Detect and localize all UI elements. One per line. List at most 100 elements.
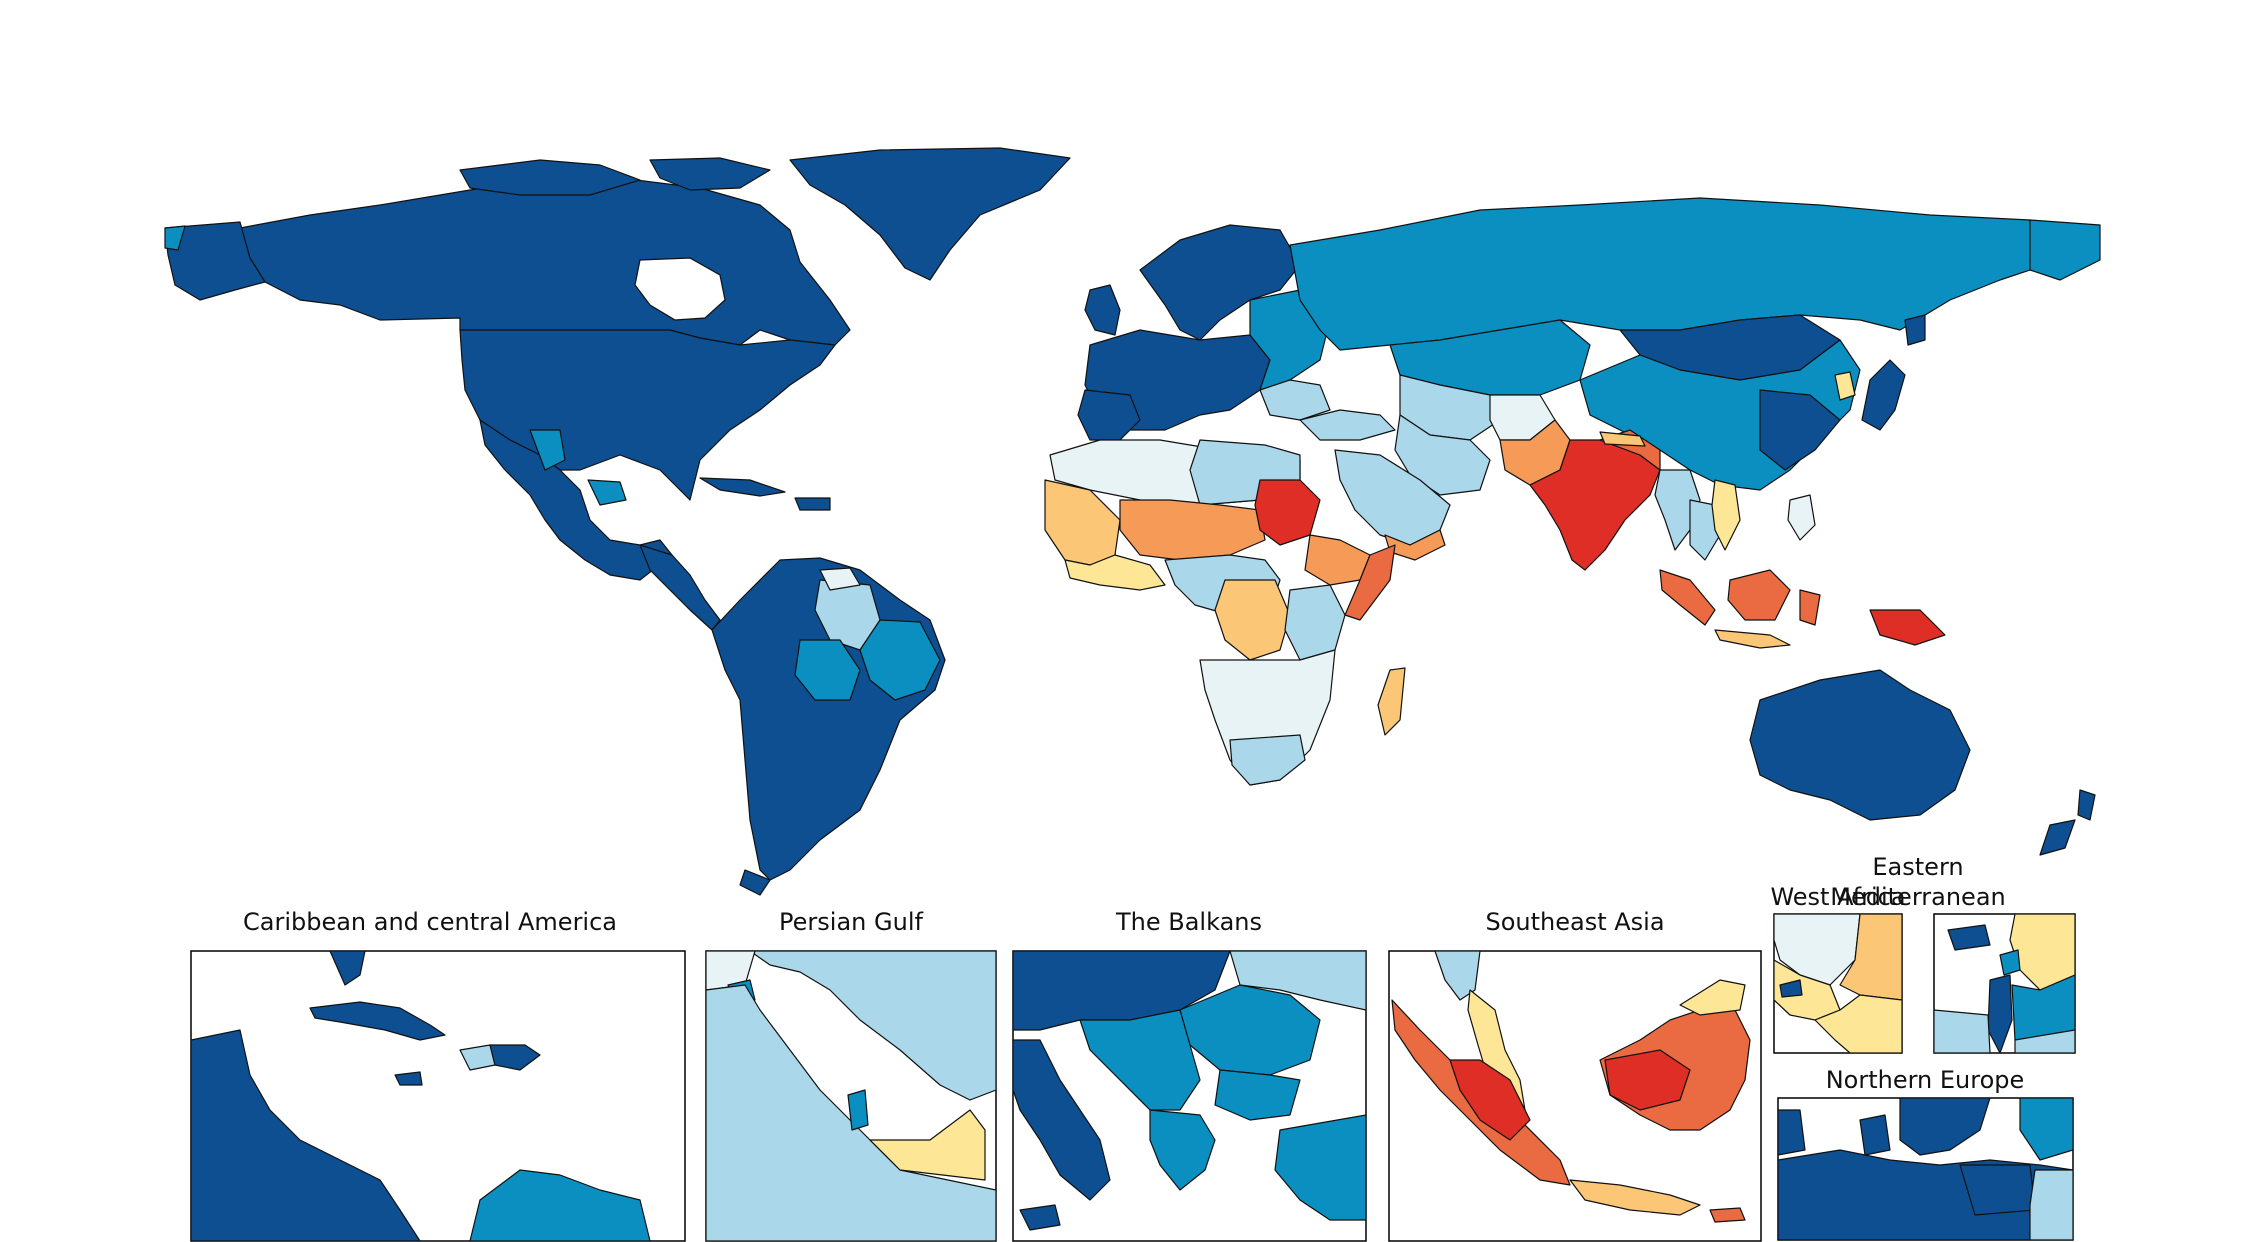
region-australia — [1749, 669, 1971, 821]
inset-title-eastern-mediterranean-line1: Eastern — [1872, 853, 1963, 881]
inset-sea-thailand — [1434, 951, 1481, 1001]
inset-title-northern-europe: Northern Europe — [1826, 1066, 2025, 1094]
region-sumatra — [1659, 569, 1716, 626]
region-india — [1529, 439, 1661, 571]
region-vietnam — [1711, 479, 1741, 551]
region-philippines — [1787, 494, 1816, 541]
inset-title-southeast-asia: Southeast Asia — [1485, 908, 1664, 936]
inset-sea-sumatra-north — [1449, 1059, 1531, 1141]
inset-west-africa: West Africa — [1770, 883, 1906, 1054]
inset-carib-jamaica — [394, 1071, 423, 1086]
inset-title-balkans: The Balkans — [1115, 908, 1262, 936]
region-drc — [1214, 579, 1291, 661]
region-gulf-of-guinea — [1064, 554, 1166, 591]
inset-em-saudi — [2014, 1029, 2075, 1053]
inset-balkans: The Balkans — [1012, 908, 1367, 1242]
inset-ne-sweden — [1899, 1098, 1991, 1156]
region-nepal — [1599, 431, 1646, 447]
inset-title-eastern-mediterranean-line2: Mediterranean — [1830, 883, 2005, 911]
region-sulawesi — [1799, 589, 1821, 626]
region-china-east — [1759, 389, 1841, 471]
region-iran — [1394, 414, 1491, 496]
inset-title-persian-gulf: Persian Gulf — [779, 908, 923, 936]
region-mexico-central — [529, 429, 566, 471]
inset-gulf-uae — [869, 1109, 986, 1181]
region-new-zealand-south — [2039, 819, 2076, 856]
region-japan — [1861, 359, 1906, 431]
inset-ne-belarus — [2029, 1169, 2073, 1240]
region-east-siberia — [2029, 219, 2101, 281]
region-ethiopia — [1304, 534, 1371, 586]
inset-southeast-asia: Southeast Asia — [1388, 908, 1762, 1242]
region-arctic-islands — [459, 159, 641, 196]
region-cuba — [699, 477, 786, 497]
inset-gulf-arabia — [706, 984, 996, 1241]
inset-sea-java — [1569, 1179, 1701, 1216]
inset-balkans-romania — [1179, 984, 1321, 1076]
region-canada — [239, 177, 851, 346]
region-alaska — [164, 221, 266, 301]
inset-persian-gulf: Persian Gulf — [705, 908, 997, 1242]
region-turkey — [1299, 409, 1396, 441]
inset-wa-gambia — [1779, 979, 1803, 998]
inset-balkans-italy — [1013, 1039, 1111, 1201]
inset-title-caribbean: Caribbean and central America — [243, 908, 617, 936]
region-uk — [1084, 284, 1121, 336]
inset-carib-florida — [329, 951, 366, 986]
inset-gulf-qatar — [847, 1089, 869, 1131]
region-java — [1714, 629, 1791, 649]
region-alaska-west — [164, 225, 186, 251]
region-central-america-2 — [587, 479, 627, 506]
inset-carib-colombia — [469, 1169, 651, 1241]
inset-balkans-turkey — [1274, 1114, 1366, 1221]
inset-ne-uk — [1778, 1109, 1806, 1156]
region-east-africa — [1284, 584, 1346, 661]
inset-carib-mexico — [191, 1029, 421, 1241]
inset-sea-bali-lombok — [1709, 1207, 1746, 1223]
region-somalia — [1344, 544, 1396, 621]
region-hudson-bay — [634, 257, 726, 321]
inset-balkans-west — [1079, 1009, 1201, 1111]
inset-carib-dr — [489, 1044, 541, 1071]
region-iberia — [1077, 389, 1141, 441]
region-new-zealand-north — [2077, 789, 2096, 821]
inset-wa-guinea — [1814, 994, 1902, 1053]
region-korea — [1834, 371, 1856, 401]
inset-title-west-africa: West Africa — [1770, 883, 1905, 911]
inset-northern-europe: Northern Europe — [1777, 1066, 2074, 1241]
inset-eastern-mediterranean: Eastern Mediterranean — [1830, 853, 2076, 1054]
region-madagascar — [1377, 667, 1406, 736]
inset-caribbean: Caribbean and central America — [190, 908, 686, 1242]
inset-carib-cuba — [309, 1001, 446, 1041]
inset-balkans-bulgaria — [1214, 1069, 1301, 1121]
inset-em-lebanon — [1999, 949, 2021, 976]
inset-ne-baltics — [2019, 1098, 2073, 1161]
region-japan-north — [1904, 314, 1926, 346]
inset-sea-borneo-center — [1604, 1049, 1691, 1111]
region-borneo — [1727, 569, 1791, 621]
region-central-america — [639, 544, 721, 631]
region-arctic-islands-2 — [649, 157, 771, 191]
region-myanmar — [1654, 469, 1701, 551]
region-papua — [1869, 609, 1946, 646]
region-tierra-del-fuego — [739, 869, 771, 896]
inset-em-egypt — [1934, 1009, 1991, 1053]
region-south-africa — [1229, 734, 1306, 786]
region-brazil-central — [794, 639, 861, 701]
inset-em-cyprus — [1947, 924, 1991, 951]
region-thailand — [1689, 499, 1721, 561]
inset-ne-denmark — [1859, 1114, 1891, 1156]
inset-gulf-iran — [749, 951, 996, 1101]
inset-sea-sabah — [1679, 979, 1746, 1016]
region-balkans-east — [1259, 379, 1331, 421]
region-hispaniola — [794, 497, 831, 511]
region-guyana — [819, 567, 861, 591]
inset-balkans-sicily — [1019, 1204, 1061, 1231]
region-greenland — [789, 147, 1071, 281]
region-sudan — [1254, 479, 1321, 546]
region-scandinavia — [1139, 224, 1301, 341]
region-brazil-east — [859, 619, 941, 701]
inset-balkans-greece — [1149, 1109, 1216, 1191]
main-world-map — [164, 147, 2101, 896]
